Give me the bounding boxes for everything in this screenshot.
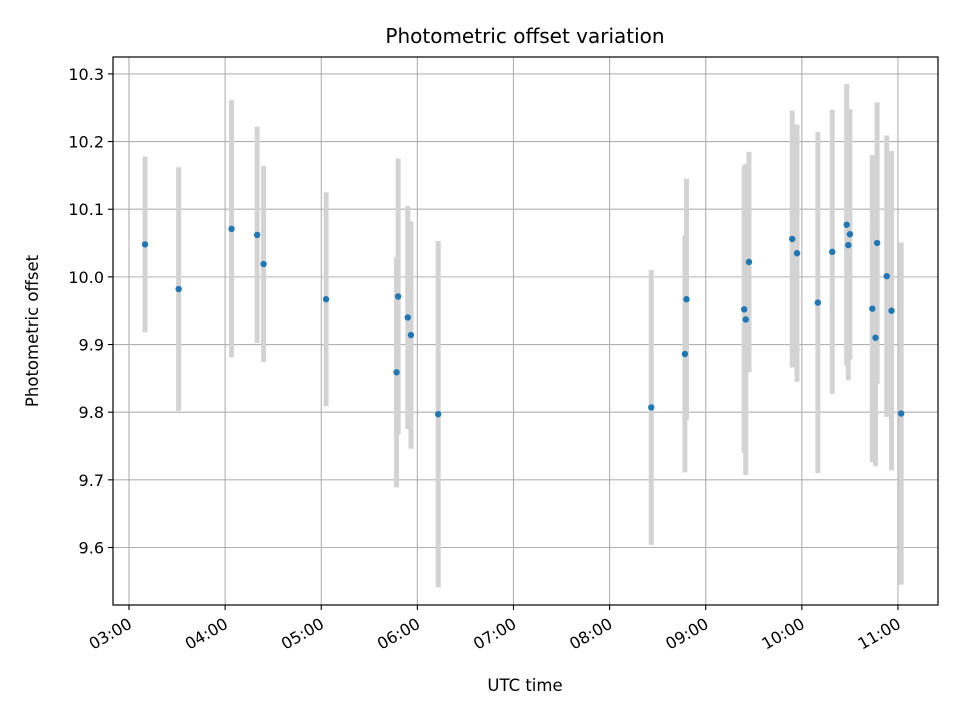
data-point — [742, 316, 749, 323]
grid-lines — [113, 57, 938, 605]
data-point — [393, 369, 400, 376]
y-tick-label: 9.9 — [79, 336, 104, 355]
data-point — [897, 410, 905, 417]
y-axis-ticks: 9.6 9.7 9.8 9.9 10.0 10.1 10.2 10.3 — [68, 65, 113, 557]
data-point — [434, 411, 442, 418]
data-point — [745, 258, 753, 266]
plot-frame — [112, 56, 939, 606]
y-tick-label: 10.2 — [68, 133, 104, 152]
y-axis-label: Photometric offset — [23, 254, 42, 407]
data-point — [814, 299, 822, 306]
data-point — [683, 296, 690, 303]
chart-title: Photometric offset variation — [385, 24, 664, 48]
data-point — [260, 260, 267, 268]
data-point — [394, 293, 402, 300]
data-point — [175, 285, 182, 293]
data-point — [740, 306, 748, 313]
y-tick-label: 9.7 — [79, 471, 104, 490]
y-tick-label: 10.1 — [68, 200, 104, 219]
data-point — [253, 231, 261, 239]
y-tick-label: 9.8 — [79, 403, 104, 422]
data-point — [873, 239, 881, 247]
data-point — [872, 334, 879, 341]
data-point — [888, 307, 895, 314]
y-tick-label: 9.6 — [79, 538, 104, 557]
data-point — [141, 241, 149, 248]
data-point — [793, 249, 801, 257]
data-point — [843, 221, 850, 228]
data-points — [141, 221, 905, 418]
data-point — [883, 273, 890, 280]
data-point — [322, 296, 330, 303]
y-tick-label: 10.3 — [68, 65, 104, 84]
data-point — [404, 314, 411, 321]
data-point — [228, 225, 235, 233]
data-point — [869, 305, 876, 312]
data-point — [845, 241, 852, 249]
x-axis-label: UTC time — [487, 676, 562, 695]
data-point — [829, 248, 836, 256]
data-point — [681, 350, 689, 358]
data-point — [648, 404, 655, 411]
data-point — [846, 231, 854, 238]
data-point — [407, 331, 415, 339]
y-tick-label: 10.0 — [68, 268, 104, 287]
data-point — [789, 235, 796, 243]
